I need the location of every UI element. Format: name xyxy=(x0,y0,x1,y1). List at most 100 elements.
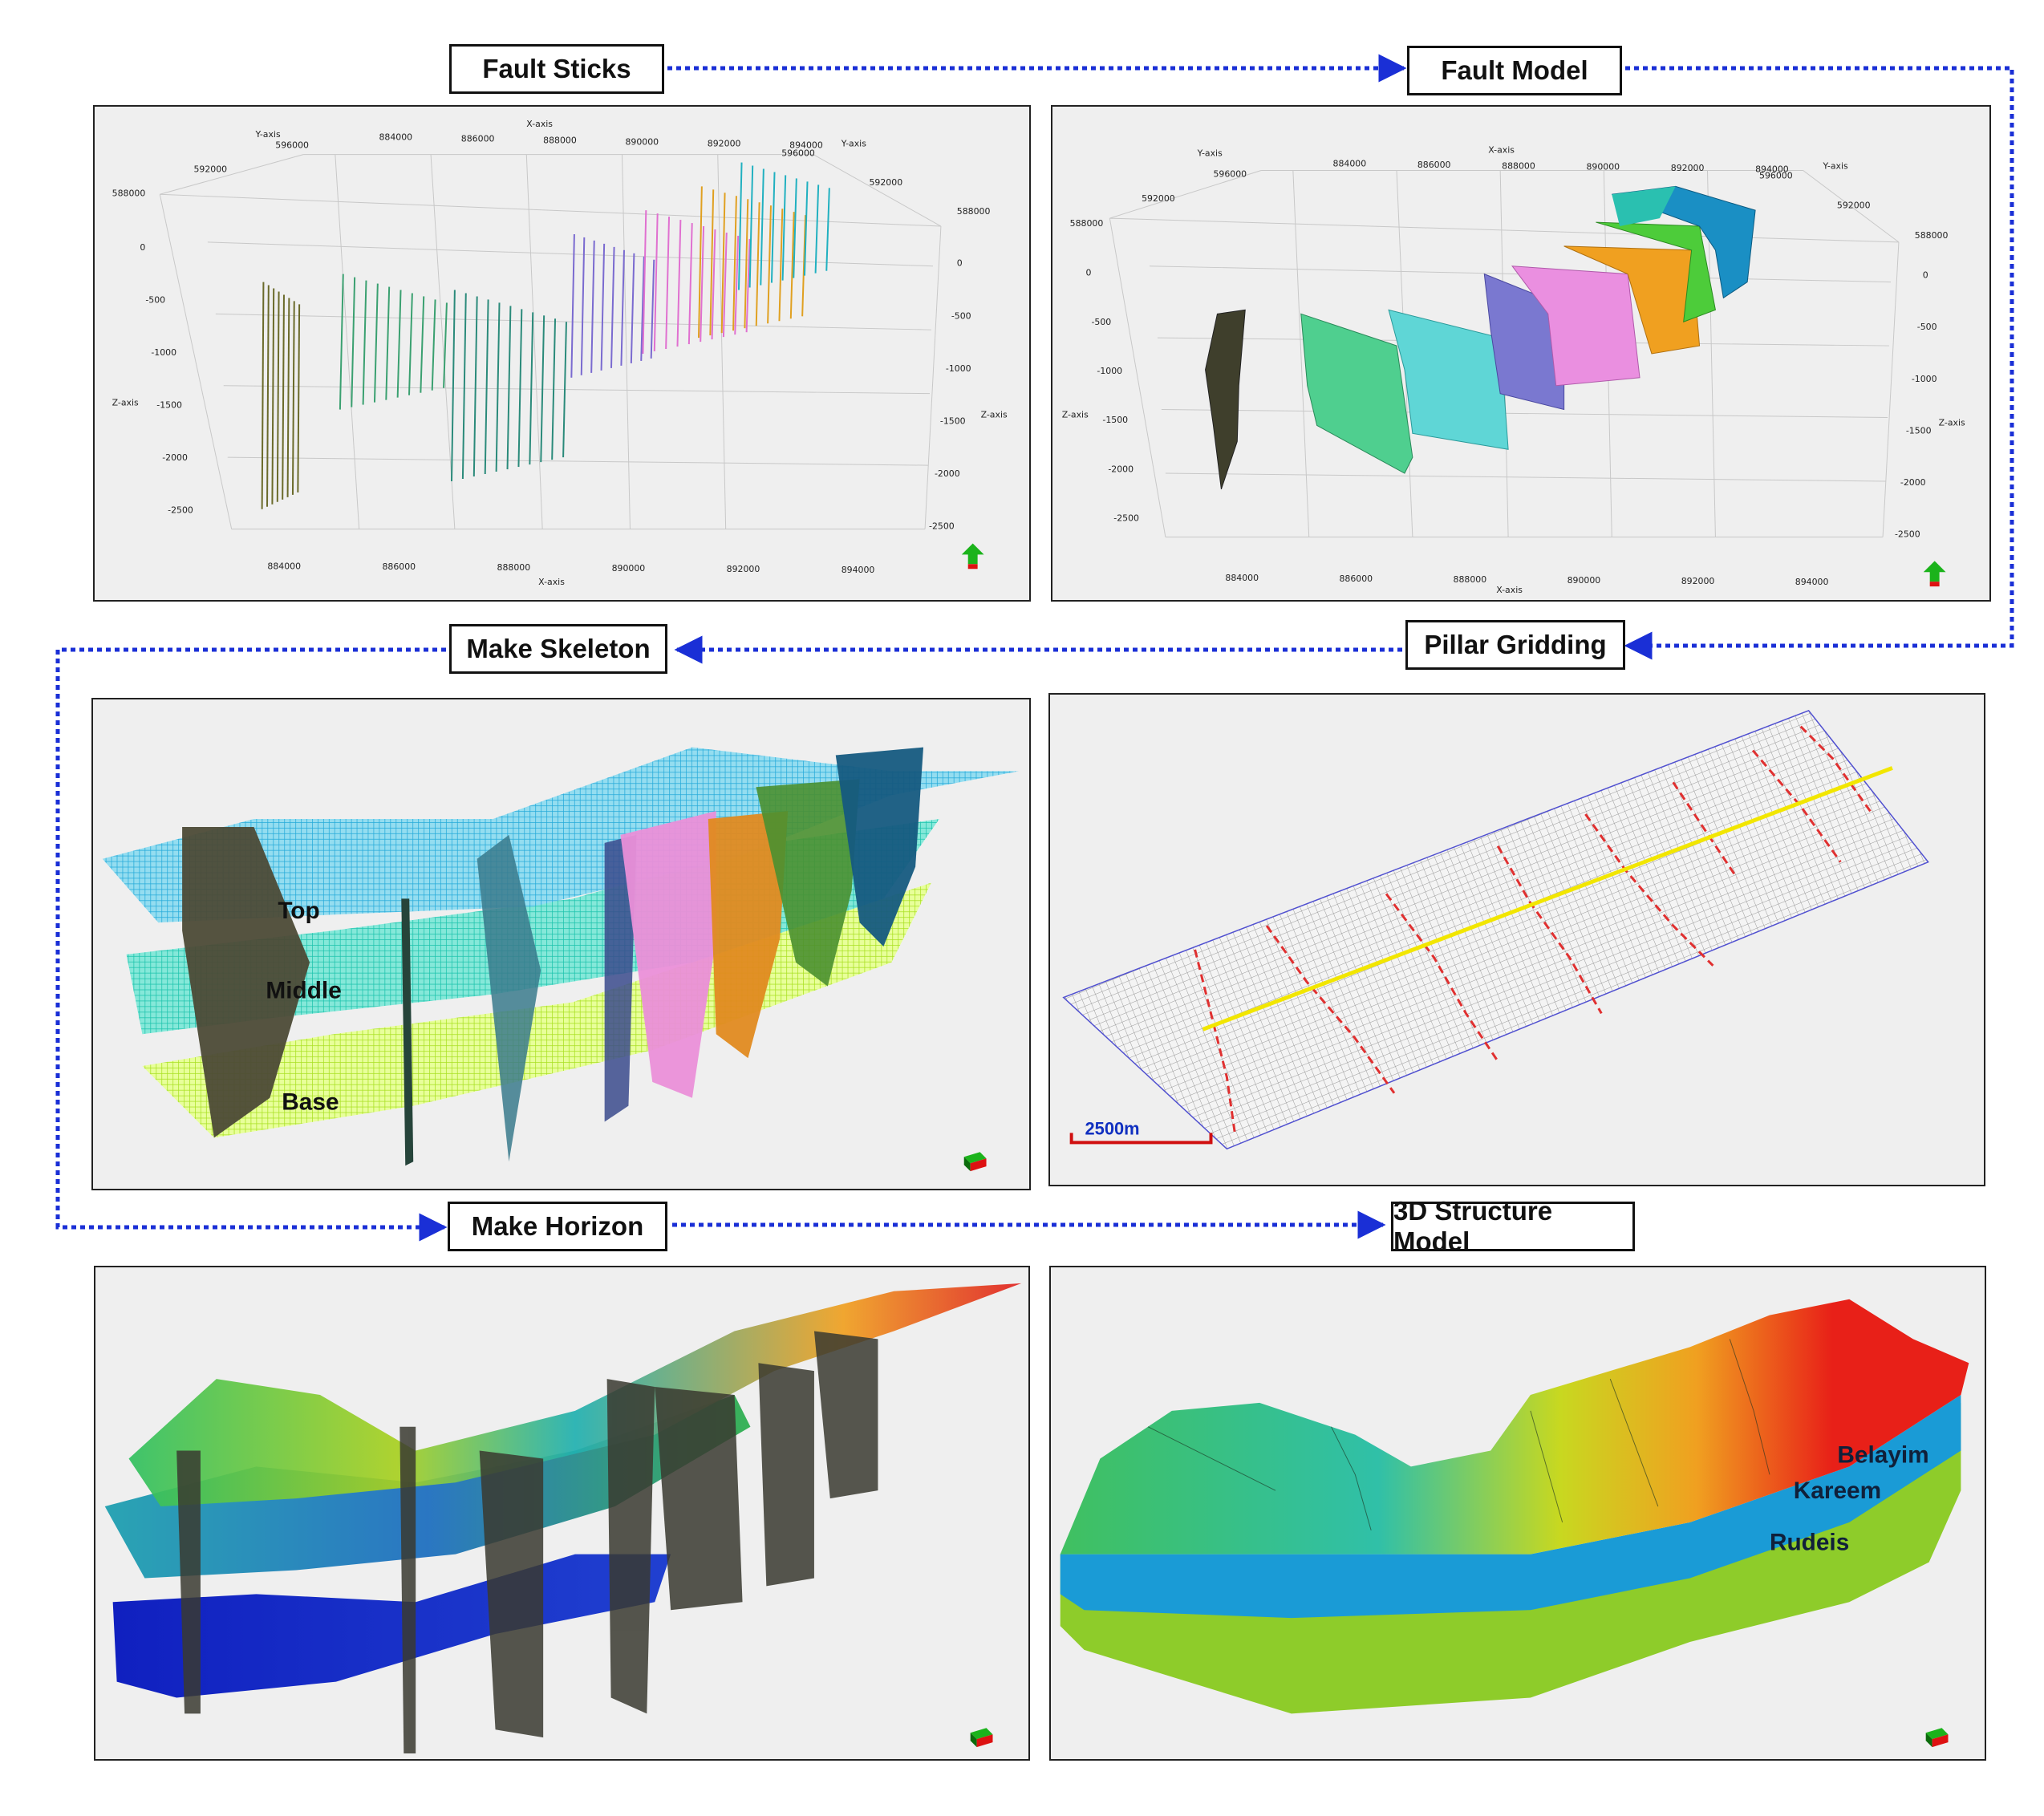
fault-stick xyxy=(420,296,425,393)
fs-x-bot-tick: 884000 xyxy=(267,561,301,571)
fm-z-right-tick: -1000 xyxy=(1912,374,1937,384)
fault-stick xyxy=(276,291,280,502)
fm-y-axis-title-right: Y-axis xyxy=(1823,160,1848,171)
fm-z-axis-title-right: Z-axis xyxy=(1939,417,1965,428)
fm-z-axis-title-left: Z-axis xyxy=(1062,409,1089,420)
fault-stick xyxy=(484,299,489,475)
arrow-model-to-pillar xyxy=(1624,66,2014,660)
arrow-skeleton-to-horizon xyxy=(55,647,448,1242)
orientation-arrow-icon xyxy=(970,1728,993,1748)
fm-x-bot-tick: 892000 xyxy=(1681,576,1715,586)
fault-stick xyxy=(580,237,586,375)
step-fault-model: Fault Model xyxy=(1407,46,1622,95)
step-pillar-gridding: Pillar Gridding xyxy=(1405,620,1625,670)
fm-y-axis-title-left: Y-axis xyxy=(1197,148,1223,159)
fault-stick xyxy=(803,181,809,276)
fault-stick xyxy=(385,286,391,400)
fault-stick xyxy=(610,246,615,368)
fm-z-right-tick: -2000 xyxy=(1900,477,1926,488)
fs-z-right-tick: -2500 xyxy=(929,521,955,532)
fs-z-right-tick: -1500 xyxy=(940,415,966,426)
fm-y-left-tick: 588000 xyxy=(1070,218,1104,229)
fault-stick xyxy=(748,165,754,288)
fault-stick xyxy=(431,299,436,391)
fs-x-top-tick: 892000 xyxy=(708,139,741,149)
fault-stick xyxy=(266,285,270,507)
fault-stick xyxy=(408,293,413,395)
fault-stick xyxy=(339,274,344,410)
fs-z-left-tick: 0 xyxy=(140,242,145,253)
fm-x-top-tick: 894000 xyxy=(1755,164,1789,174)
fm-z-left-tick: -2500 xyxy=(1113,513,1139,524)
fm-z-right-tick: -500 xyxy=(1917,322,1937,332)
fs-x-bot-tick: 894000 xyxy=(842,565,875,575)
fault-stick xyxy=(801,215,807,317)
fault-stick xyxy=(709,189,715,336)
fs-x-bot-tick: 888000 xyxy=(497,562,531,573)
skeleton-label-top: Top xyxy=(278,898,319,924)
step-3d-structure-model: 3D Structure Model xyxy=(1391,1196,1635,1256)
fault-stick xyxy=(745,238,751,333)
fault-stick xyxy=(271,288,275,505)
fs-z-right-tick: -500 xyxy=(951,310,971,321)
fault-stick xyxy=(781,175,787,281)
formation-label-belayim: Belayim xyxy=(1837,1441,1928,1468)
fm-x-bot-tick: 888000 xyxy=(1454,574,1487,585)
fm-x-top-tick: 886000 xyxy=(1417,160,1451,170)
fault-stick xyxy=(551,318,557,460)
fm-y-right-tick: 592000 xyxy=(1837,201,1871,211)
fault-stick xyxy=(789,212,795,319)
fault-sticks-view: Y-axis X-axis Y-axis Z-axis Z-axis X-axi… xyxy=(112,119,1008,587)
formation-label-kareem: Kareem xyxy=(1794,1478,1881,1504)
fm-x-bot-tick: 894000 xyxy=(1795,577,1829,587)
fm-y-left-tick: 596000 xyxy=(1213,168,1247,179)
fs-x-bot-tick: 890000 xyxy=(612,563,646,574)
fault-stick xyxy=(297,304,301,493)
fs-z-axis-title-left: Z-axis xyxy=(112,398,139,408)
fs-z-left-tick: -1500 xyxy=(156,400,182,411)
fm-z-right-tick: 0 xyxy=(1923,270,1928,281)
fault-stick xyxy=(653,213,659,352)
fault-stick xyxy=(451,290,456,481)
fs-x-bot-tick: 886000 xyxy=(382,561,416,572)
fs-z-left-tick: -2000 xyxy=(162,452,188,463)
fault-stick xyxy=(620,249,625,366)
fm-z-left-tick: -500 xyxy=(1091,317,1111,327)
fs-z-right-tick: -2000 xyxy=(935,468,960,479)
step-make-skeleton: Make Skeleton xyxy=(449,624,667,674)
fs-x-top-tick: 894000 xyxy=(789,140,823,151)
fs-x-axis-title-bottom: X-axis xyxy=(538,577,565,587)
cross-section-line xyxy=(1202,766,1893,1032)
fm-x-bot-tick: 886000 xyxy=(1339,574,1373,584)
fm-z-left-tick: 0 xyxy=(1086,268,1092,278)
fs-z-axis-title-right: Z-axis xyxy=(981,409,1008,420)
fs-y-left-tick: 592000 xyxy=(193,164,227,174)
fault-traces xyxy=(1194,725,1874,1133)
fault-stick xyxy=(291,301,295,495)
fault-stick xyxy=(793,178,797,278)
fm-z-left-tick: -1000 xyxy=(1097,366,1122,376)
fault-stick xyxy=(814,184,820,274)
skeleton-panel: Top Middle Base xyxy=(91,698,1031,1190)
fs-y-axis-title-left: Y-axis xyxy=(254,129,280,140)
fs-z-left-tick: -2500 xyxy=(168,505,193,516)
fault-stick xyxy=(396,290,402,398)
step-fault-sticks: Fault Sticks xyxy=(449,44,664,94)
fault-stick xyxy=(650,259,655,359)
fault-stick xyxy=(760,168,764,286)
fs-y-left-tick: 588000 xyxy=(112,188,146,198)
fm-x-bot-tick: 884000 xyxy=(1225,573,1259,583)
fault-stick xyxy=(351,277,356,407)
horizon-panel xyxy=(94,1266,1030,1761)
fault-model-view: Y-axis X-axis Y-axis Z-axis Z-axis X-axi… xyxy=(1062,145,1965,595)
fs-x-bot-tick: 892000 xyxy=(727,564,760,574)
fault-stick xyxy=(744,199,749,329)
fault-stick xyxy=(373,283,379,403)
fm-x-top-tick: 884000 xyxy=(1333,159,1367,169)
fs-x-top-tick: 886000 xyxy=(461,134,495,144)
skeleton-label-middle: Middle xyxy=(266,978,341,1004)
fault-stick xyxy=(737,162,743,290)
fs-y-right-tick: 588000 xyxy=(957,206,991,217)
fault-stick xyxy=(282,294,285,500)
